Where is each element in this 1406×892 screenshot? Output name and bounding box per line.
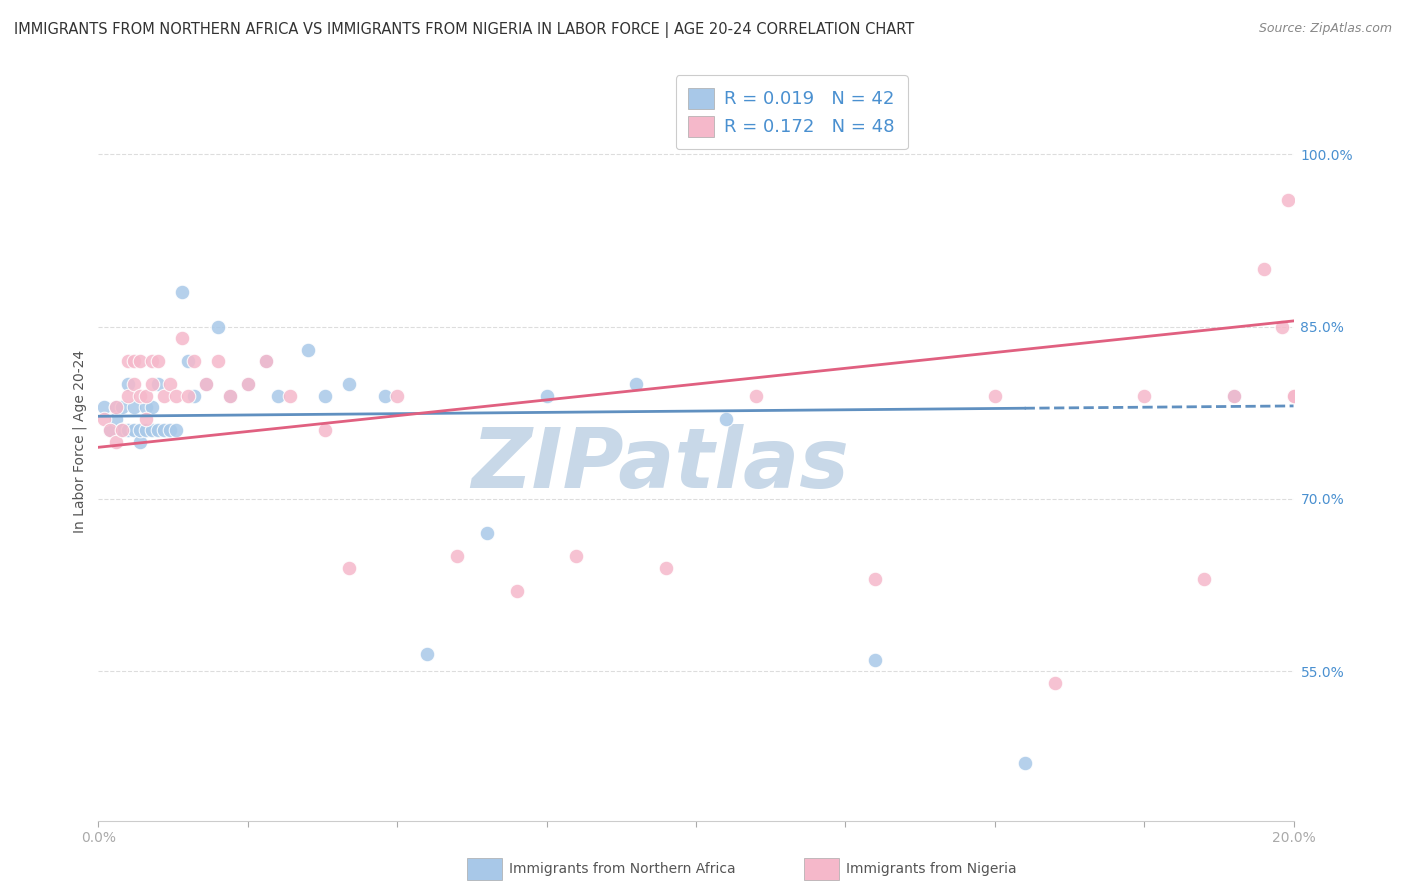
Point: [267, 388, 290, 402]
Point: [278, 388, 301, 402]
Point: [565, 549, 588, 564]
Point: [865, 573, 887, 587]
Point: [153, 423, 176, 437]
Point: [446, 549, 468, 564]
Legend: R = 0.019   N = 42, R = 0.172   N = 48: R = 0.019 N = 42, R = 0.172 N = 48: [676, 75, 907, 150]
Text: Immigrants from Nigeria: Immigrants from Nigeria: [846, 862, 1017, 876]
Point: [111, 423, 134, 437]
Point: [1277, 194, 1299, 208]
Point: [153, 388, 176, 402]
Point: [172, 285, 194, 300]
Point: [626, 377, 648, 392]
Point: [254, 354, 277, 368]
Point: [254, 354, 277, 368]
Point: [141, 354, 163, 368]
Point: [105, 400, 128, 414]
Text: Source: ZipAtlas.com: Source: ZipAtlas.com: [1258, 22, 1392, 36]
Point: [148, 377, 170, 392]
Point: [117, 388, 139, 402]
Point: [1223, 388, 1246, 402]
Point: [1282, 388, 1305, 402]
Point: [124, 354, 146, 368]
Point: [124, 377, 146, 392]
Point: [135, 423, 157, 437]
Point: [135, 388, 157, 402]
Point: [236, 377, 259, 392]
Point: [177, 354, 200, 368]
Point: [117, 377, 139, 392]
Point: [475, 526, 498, 541]
Point: [865, 653, 887, 667]
Point: [207, 354, 229, 368]
Point: [177, 388, 200, 402]
Point: [1282, 388, 1305, 402]
Point: [416, 647, 439, 661]
Point: [105, 411, 128, 425]
Point: [98, 423, 122, 437]
Y-axis label: In Labor Force | Age 20-24: In Labor Force | Age 20-24: [73, 350, 87, 533]
Point: [111, 423, 134, 437]
Point: [714, 411, 737, 425]
Point: [129, 354, 152, 368]
Point: [117, 423, 139, 437]
Point: [374, 388, 396, 402]
Point: [506, 583, 529, 598]
Point: [111, 400, 134, 414]
Point: [124, 423, 146, 437]
Point: [105, 400, 128, 414]
Point: [129, 388, 152, 402]
Point: [183, 388, 205, 402]
Point: [148, 423, 170, 437]
Point: [1192, 573, 1215, 587]
Point: [1271, 319, 1294, 334]
Point: [195, 377, 218, 392]
Point: [1282, 388, 1305, 402]
Point: [315, 423, 337, 437]
Point: [135, 400, 157, 414]
Text: Immigrants from Northern Africa: Immigrants from Northern Africa: [509, 862, 735, 876]
Point: [315, 388, 337, 402]
Point: [1133, 388, 1156, 402]
Point: [207, 319, 229, 334]
Point: [135, 411, 157, 425]
Point: [105, 434, 128, 449]
Point: [98, 423, 122, 437]
Point: [219, 388, 242, 402]
Point: [93, 400, 115, 414]
Point: [297, 343, 319, 357]
Point: [339, 561, 361, 575]
Point: [984, 388, 1007, 402]
Point: [1014, 756, 1036, 771]
Point: [655, 561, 678, 575]
Point: [93, 411, 115, 425]
Text: IMMIGRANTS FROM NORTHERN AFRICA VS IMMIGRANTS FROM NIGERIA IN LABOR FORCE | AGE : IMMIGRANTS FROM NORTHERN AFRICA VS IMMIG…: [14, 22, 914, 38]
Point: [159, 377, 181, 392]
Point: [117, 354, 139, 368]
Point: [1043, 675, 1066, 690]
Point: [339, 377, 361, 392]
Point: [1223, 388, 1246, 402]
Point: [148, 354, 170, 368]
Point: [536, 388, 558, 402]
Point: [165, 423, 187, 437]
Point: [236, 377, 259, 392]
Point: [385, 388, 409, 402]
Point: [141, 400, 163, 414]
Point: [165, 388, 187, 402]
Point: [172, 331, 194, 345]
Point: [141, 423, 163, 437]
Point: [745, 388, 768, 402]
Point: [124, 400, 146, 414]
Point: [159, 423, 181, 437]
Point: [219, 388, 242, 402]
Point: [129, 423, 152, 437]
Text: ZIPatlas: ZIPatlas: [471, 424, 849, 505]
Point: [141, 377, 163, 392]
Point: [1253, 262, 1275, 277]
Point: [183, 354, 205, 368]
Point: [129, 434, 152, 449]
Point: [195, 377, 218, 392]
